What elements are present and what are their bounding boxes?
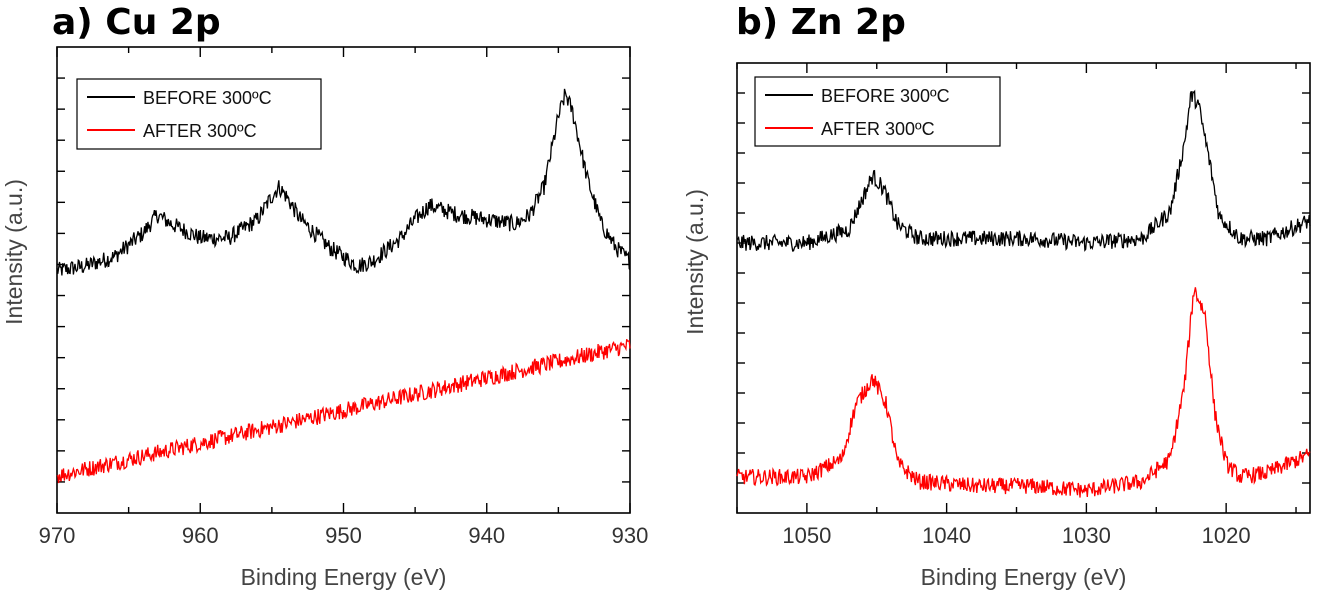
before-series-line <box>736 89 1311 252</box>
legend-entry: BEFORE 300ºC <box>143 88 272 108</box>
legend-box <box>754 76 1001 147</box>
legend-entry: AFTER 300ºC <box>821 119 935 139</box>
y-axis-label: Intensity (a.u.) <box>1 179 27 325</box>
x-tick-label: 1050 <box>782 523 831 548</box>
legend-box <box>76 78 322 150</box>
x-tick-label: 940 <box>468 523 505 548</box>
plot-frame <box>736 62 1311 514</box>
before-series-line <box>56 88 631 276</box>
x-tick-label: 960 <box>182 523 219 548</box>
x-axis-label: Binding Energy (eV) <box>921 564 1127 590</box>
cu-2p-panel: a) Cu 2p 970 960 950 940 930 Binding Energy (… <box>1 2 649 590</box>
zn-2p-chart: 1050 1040 1030 1020 Binding Energy (eV) Inten… <box>682 62 1311 590</box>
cu-2p-chart: 970 960 950 940 930 Binding Energy (eV) Intens… <box>1 46 649 590</box>
y-axis-label: Intensity (a.u.) <box>682 189 708 335</box>
legend-entry: BEFORE 300ºC <box>821 86 950 106</box>
after-series-line <box>56 338 631 484</box>
x-tick-label: 1040 <box>922 523 971 548</box>
x-tick-label: 970 <box>39 523 76 548</box>
legend-entry: AFTER 300ºC <box>143 121 257 141</box>
x-axis-label: Binding Energy (eV) <box>241 564 447 590</box>
panel-title: a) Cu 2p <box>52 2 221 43</box>
x-tick-label: 1030 <box>1062 523 1111 548</box>
x-tick-label: 950 <box>325 523 362 548</box>
zn-2p-panel: b) Zn 2p 1050 1040 1030 1020 Binding Energy … <box>660 0 1319 600</box>
x-tick-label: 1020 <box>1202 523 1251 548</box>
panel-title: b) Zn 2p <box>736 2 906 43</box>
x-tick-label: 930 <box>612 523 649 548</box>
after-series-line <box>736 287 1311 498</box>
